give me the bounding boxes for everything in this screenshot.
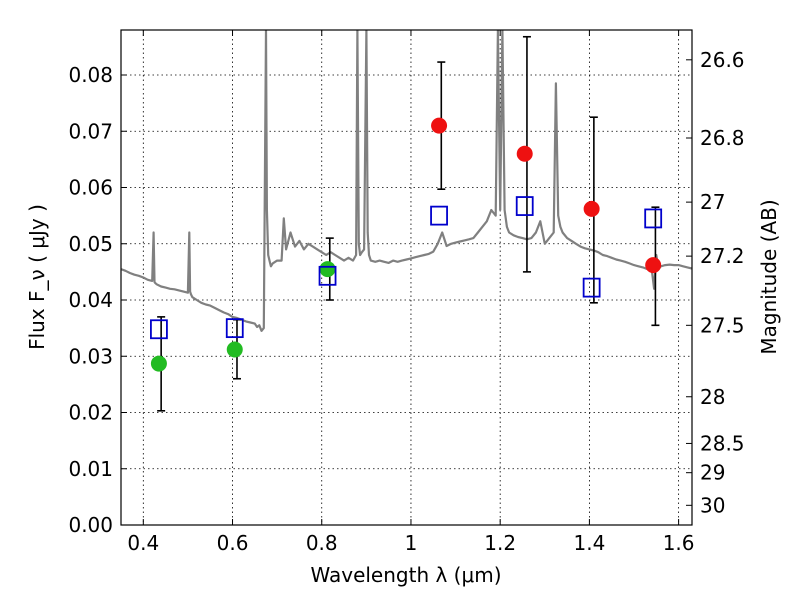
red-point: [516, 145, 533, 162]
green-point: [226, 341, 243, 358]
right-axis-label: Magnitude (AB): [757, 199, 781, 354]
x-tick-label: 1.2: [484, 531, 516, 555]
y-tick-label: 0.03: [68, 344, 113, 368]
green-point: [319, 261, 336, 278]
y-tick-label: 0.02: [68, 401, 113, 425]
spectrum-series: [121, 30, 692, 332]
right-tick-label: 27: [700, 190, 725, 214]
right-tick-label: 27.5: [700, 313, 745, 337]
x-tick-label: 0.6: [217, 531, 249, 555]
right-tick-label: 27.2: [700, 244, 745, 268]
y-tick-label: 0.07: [68, 119, 113, 143]
spectrum-line: [121, 30, 692, 332]
model-square-point: [644, 208, 663, 229]
y-tick-label: 0.06: [68, 176, 113, 200]
model-square-point: [515, 196, 534, 216]
right-tick-label: 30: [700, 493, 725, 517]
x-tick-label: 0.4: [127, 531, 159, 555]
red-point: [431, 117, 448, 134]
y-axis-label: Flux F_ν ( μJy ): [25, 204, 49, 350]
red-point: [583, 200, 600, 217]
data-points: [150, 117, 663, 372]
y-tick-label: 0.04: [68, 288, 113, 312]
x-tick-label: 1.4: [573, 531, 605, 555]
red-point: [645, 257, 662, 274]
y-tick-label: 0.05: [68, 232, 113, 256]
model-square-point: [150, 319, 168, 340]
right-tick-label: 29: [700, 461, 725, 485]
model-square-point: [582, 277, 601, 298]
y-tick-label: 0.00: [68, 513, 113, 537]
plot-area: [121, 30, 692, 412]
right-axis-ticks: 26.6 26.8 27 27.2 27.5 28 28.5 29 30: [686, 48, 745, 517]
right-tick-label: 26.6: [700, 48, 745, 72]
grid-lines: [121, 30, 692, 526]
y-tick-label: 0.08: [68, 63, 113, 87]
x-tick-label: 1: [405, 531, 418, 555]
y-axis-ticks: 0.00 0.01 0.02 0.03 0.04 0.05 0.06 0.07 0.08: [68, 63, 127, 537]
x-tick-label: 0.8: [306, 531, 338, 555]
y-tick-label: 0.01: [68, 457, 113, 481]
green-point: [150, 355, 167, 372]
model-square-point: [225, 318, 244, 339]
right-tick-label: 28.5: [700, 431, 745, 455]
right-tick-label: 28: [700, 385, 725, 409]
x-tick-label: 1.6: [663, 531, 695, 555]
model-square-point: [430, 205, 448, 226]
x-axis-label: Wavelength λ (μm): [310, 563, 501, 587]
plot-frame: [120, 29, 693, 526]
right-tick-label: 26.8: [700, 126, 745, 150]
model-square-point: [318, 265, 337, 286]
x-axis-ticks: 0.4 0.6 0.8 1 1.2 1.4 1.6: [127, 30, 695, 555]
